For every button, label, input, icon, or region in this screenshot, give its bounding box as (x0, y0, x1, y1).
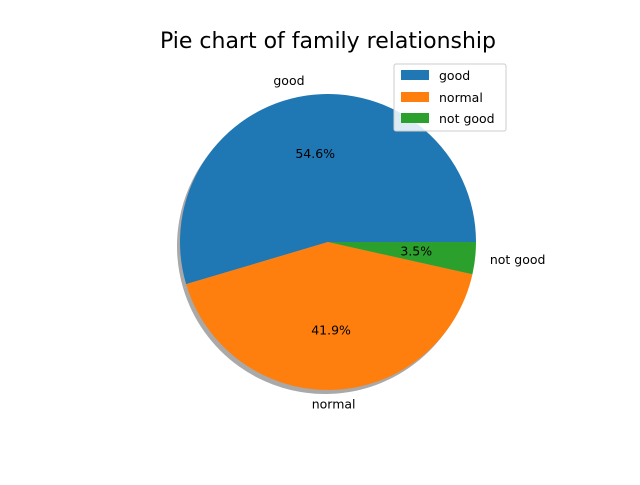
slice-label-good: good (273, 73, 304, 88)
legend-label-not-good: not good (439, 111, 495, 126)
legend-swatch-good (401, 70, 429, 80)
slice-percent-not-good: 3.5% (400, 244, 432, 259)
legend-swatch-not-good (401, 113, 429, 123)
slice-label-not-good: not good (490, 252, 546, 267)
slice-percent-good: 54.6% (295, 146, 335, 161)
slice-percent-normal: 41.9% (311, 323, 351, 338)
pie-slice-normal (186, 242, 473, 390)
legend: good normal not good (393, 63, 507, 132)
legend-label-good: good (439, 68, 470, 83)
pie-slices (180, 94, 477, 390)
legend-label-normal: normal (439, 90, 483, 105)
pie-slice-not-good (328, 242, 476, 275)
pie-slice-good (180, 94, 477, 285)
pie-labels: good 54.6% normal 41.9% not good 3.5% (273, 73, 545, 412)
slice-label-normal: normal (312, 397, 356, 412)
chart-title: Pie chart of family relationship (160, 29, 496, 54)
legend-swatch-normal (401, 92, 429, 102)
